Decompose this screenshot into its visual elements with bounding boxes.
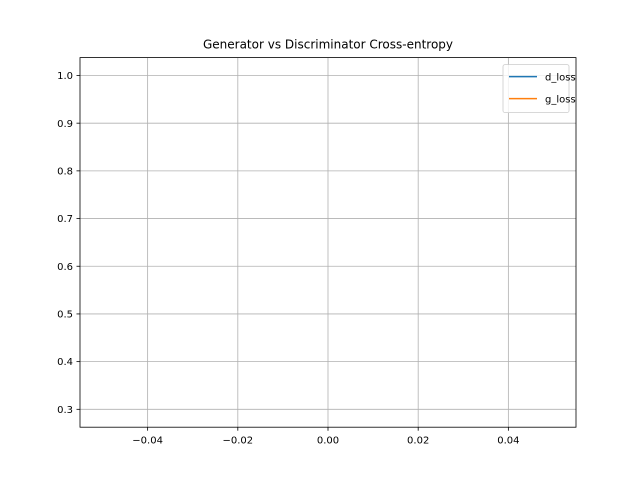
x-axis: −0.04 −0.02 0.00 0.02 0.04 (132, 427, 519, 447)
x-tick-label: 0.02 (407, 436, 429, 447)
y-tick-label: 0.3 (57, 405, 73, 416)
y-tick-label: 0.8 (57, 166, 73, 177)
legend-label-d_loss: d_loss (545, 73, 576, 84)
legend: d_loss g_loss (502, 64, 576, 113)
y-tick-label: 0.4 (57, 357, 73, 368)
y-tick-label: 0.7 (57, 214, 73, 225)
y-tick-label: 0.5 (57, 310, 73, 321)
y-axis: 0.3 0.4 0.5 0.6 0.7 0.8 0.9 1.0 (57, 71, 80, 416)
legend-label-g_loss: g_loss (545, 95, 576, 106)
grid (80, 57, 576, 428)
x-tick-label: −0.04 (132, 436, 163, 447)
y-tick-label: 0.6 (57, 262, 73, 273)
x-tick-label: −0.02 (222, 436, 253, 447)
x-tick-label: 0.00 (317, 436, 339, 447)
y-tick-label: 1.0 (57, 71, 73, 82)
x-tick-label: 0.04 (497, 436, 519, 447)
chart-title: Generator vs Discriminator Cross-entropy (203, 38, 453, 52)
y-tick-label: 0.9 (57, 119, 73, 130)
